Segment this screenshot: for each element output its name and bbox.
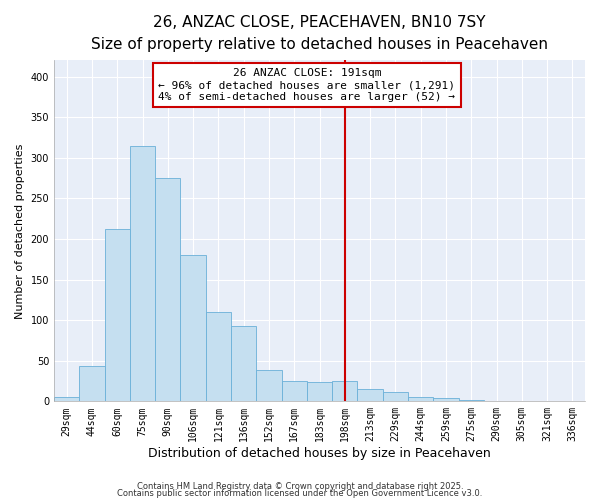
Text: 26 ANZAC CLOSE: 191sqm
← 96% of detached houses are smaller (1,291)
4% of semi-d: 26 ANZAC CLOSE: 191sqm ← 96% of detached… [158,68,455,102]
Bar [383,392,408,402]
Bar [181,255,206,402]
Bar [332,381,358,402]
Bar [433,398,458,402]
Bar [281,381,307,402]
Bar [560,400,585,402]
Title: 26, ANZAC CLOSE, PEACEHAVEN, BN10 7SY
Size of property relative to detached hous: 26, ANZAC CLOSE, PEACEHAVEN, BN10 7SY Si… [91,15,548,52]
Bar [458,400,484,402]
Text: Contains public sector information licensed under the Open Government Licence v3: Contains public sector information licen… [118,489,482,498]
Bar [256,370,281,402]
Bar [206,312,231,402]
Bar [155,178,181,402]
Bar [130,146,155,402]
X-axis label: Distribution of detached houses by size in Peacehaven: Distribution of detached houses by size … [148,447,491,460]
Bar [484,400,509,402]
Bar [358,389,383,402]
Text: Contains HM Land Registry data © Crown copyright and database right 2025.: Contains HM Land Registry data © Crown c… [137,482,463,491]
Bar [54,398,79,402]
Bar [79,366,104,402]
Y-axis label: Number of detached properties: Number of detached properties [15,143,25,318]
Bar [408,398,433,402]
Bar [104,229,130,402]
Bar [231,326,256,402]
Bar [307,382,332,402]
